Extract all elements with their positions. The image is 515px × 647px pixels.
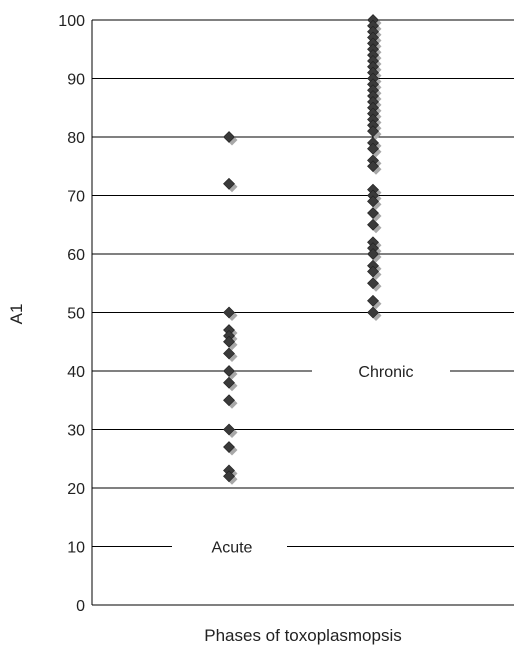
- data-point-acute: [223, 441, 235, 453]
- data-point-acute: [223, 376, 235, 389]
- y-tick-label: 100: [58, 13, 85, 30]
- data-point-acute: [223, 131, 235, 143]
- y-tick-labels: 0 10 20 30 40 50 60 70 80 90 100: [58, 13, 85, 615]
- category-labels: Acute Chronic: [212, 364, 414, 557]
- data-point-chronic: [367, 306, 379, 319]
- gridlines: [92, 19, 514, 547]
- y-tick-label: 40: [67, 364, 85, 381]
- y-tick-label: 70: [67, 189, 85, 206]
- data-point-acute: [223, 335, 235, 348]
- data-point-chronic: [367, 265, 379, 278]
- data-point-acute: [223, 365, 235, 377]
- y-tick-label: 60: [67, 247, 85, 264]
- data-point-acute: [223, 423, 235, 436]
- y-axis-label: A1: [7, 304, 26, 325]
- data-point-acute: [223, 347, 235, 360]
- data-point-chronic: [367, 195, 379, 208]
- y-tick-label: 80: [67, 130, 85, 147]
- y-tick-label: 20: [67, 481, 85, 498]
- category-label-acute: Acute: [212, 540, 253, 557]
- data-point-acute: [223, 470, 235, 483]
- data-point-chronic: [367, 218, 379, 231]
- data-point-chronic: [367, 277, 379, 290]
- y-tick-label: 10: [67, 540, 85, 557]
- data-point-chronic: [367, 142, 379, 155]
- data-points: [223, 14, 382, 485]
- data-point-chronic: [367, 160, 379, 173]
- category-label-chronic: Chronic: [358, 364, 413, 381]
- data-point-chronic: [367, 294, 379, 307]
- y-tick-label: 0: [76, 598, 85, 615]
- y-tick-label: 50: [67, 306, 85, 323]
- x-axis-label: Phases of toxoplasmopsis: [204, 626, 402, 645]
- data-point-acute: [223, 306, 235, 319]
- data-point-chronic: [367, 248, 379, 260]
- data-point-chronic: [367, 207, 379, 219]
- data-point-acute: [223, 177, 235, 190]
- data-point-chronic: [367, 125, 379, 138]
- data-point-acute: [223, 394, 235, 407]
- y-tick-label: 30: [67, 423, 85, 440]
- y-tick-label: 90: [67, 72, 85, 89]
